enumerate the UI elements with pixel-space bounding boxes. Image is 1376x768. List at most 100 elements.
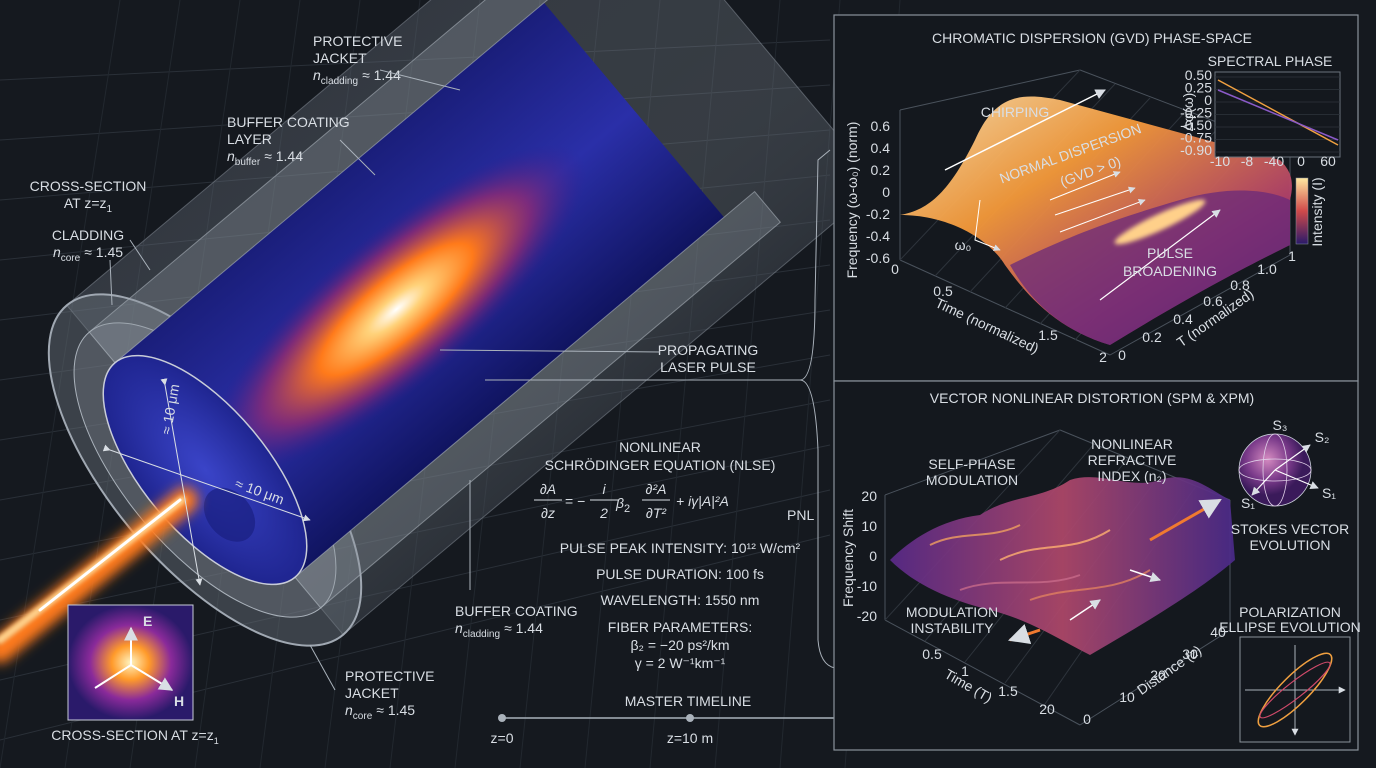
chirp-arrow [944, 89, 1106, 171]
tick-label: 20 [1150, 667, 1166, 683]
tick-label: 0.4 [1173, 311, 1193, 327]
cut-wall [88, 0, 576, 364]
inset-tick: 0 [1297, 153, 1305, 169]
dimension-line [102, 444, 311, 522]
connector [799, 149, 831, 381]
colorbar [1295, 177, 1309, 245]
pulse-ridge [1114, 199, 1206, 245]
eq-sign: = − [565, 493, 585, 509]
sphere-meridian [1262, 433, 1288, 507]
annotation: ω₀ [955, 237, 972, 253]
text-part: cladding [463, 629, 500, 640]
inset-tick: 0.50 [1185, 67, 1212, 83]
tick-label: 0.6 [871, 118, 891, 134]
field-label: E [143, 613, 152, 629]
leader-line [439, 349, 661, 353]
axis-frame [884, 429, 1061, 496]
inset-tick: -10 [1210, 153, 1230, 169]
tick-label: 10 [861, 518, 877, 534]
inset-tick: 60 [1320, 153, 1336, 169]
text-part: 1 [107, 204, 113, 215]
text-part: 2 [624, 503, 630, 515]
surface-ridge [999, 529, 1111, 561]
tick-label: 0 [1118, 347, 1126, 363]
fiber-label: CROSS-SECTION [30, 178, 147, 194]
tick-label: 0 [882, 184, 890, 200]
annotation: MODULATION [926, 472, 1018, 488]
inset-caption: CROSS-SECTION AT z=z1 [51, 727, 218, 746]
tick-label: 10 [1119, 689, 1135, 705]
nlse-title: SCHRÖDINGER EQUATION (NLSE) [545, 456, 776, 473]
phase-curve [1217, 89, 1339, 141]
fiber [47, 0, 881, 647]
text-part: ≈ 1.45 [84, 244, 123, 260]
tick-label: 1 [961, 663, 969, 679]
annotation: PULSE [1147, 245, 1193, 261]
tick-label: 2 [1099, 349, 1107, 365]
leader-line [309, 644, 336, 691]
refractive-index: ncore ≈ 1.45 [345, 702, 415, 722]
text-part: ≈ 1.44 [504, 620, 543, 636]
tick-label: 40 [1210, 624, 1226, 640]
refractive-index: nbuffer ≈ 1.44 [227, 148, 303, 168]
parameter: PULSE PEAK INTENSITY: 10¹² W/cm² [560, 540, 801, 556]
text-part: CROSS-SECTION AT z=z [51, 727, 213, 743]
parameter: PULSE DURATION: 100 fs [596, 566, 764, 582]
annotation: MODULATION [906, 604, 998, 620]
panel-title: VECTOR NONLINEAR DISTORTION (SPM & XPM) [930, 390, 1254, 406]
refractive-index: ncore ≈ 1.45 [53, 244, 123, 264]
fiber-label: PROPAGATING [658, 342, 759, 358]
fiber-label: LASER PULSE [660, 359, 756, 375]
annotation: INSTABILITY [911, 620, 995, 636]
dispersion-arrow [1054, 186, 1136, 216]
pulse [206, 144, 587, 474]
h-field-arrow [130, 664, 174, 691]
eq-den: ∂z [541, 505, 555, 521]
annotation: BROADENING [1123, 263, 1217, 279]
inset-tick: 0.25 [1185, 80, 1212, 96]
stokes-vector [1274, 444, 1311, 471]
tick-label: 0.6 [1203, 293, 1223, 309]
text-part: 1 [214, 736, 219, 746]
text-part: n [53, 244, 61, 260]
text-part: ≈ 1.45 [376, 702, 415, 718]
surface-shadow [1010, 190, 1290, 345]
nlse-title: NONLINEAR [619, 439, 701, 455]
colorbar-label: Intensity (I) [1309, 177, 1325, 246]
omega-arrow [974, 199, 1001, 251]
inset-tick: 0 [1204, 92, 1212, 108]
text-part: n [345, 702, 353, 718]
text-part: core [353, 711, 373, 722]
tick-label: 20 [1039, 701, 1055, 717]
stokes-vector [1251, 469, 1276, 496]
fiber-label: AT z=z1 [64, 195, 113, 215]
leader-line [129, 239, 151, 271]
inset-tick: -0.90 [1180, 142, 1212, 158]
inset-tick: -0.50 [1180, 117, 1212, 133]
annotation: NONLINEAR [1091, 436, 1173, 452]
broadening-arrow [1099, 209, 1221, 301]
connector [799, 379, 836, 669]
fiber-label: BUFFER COATING [455, 603, 578, 619]
polarization-ellipse [1257, 652, 1333, 728]
fiber-label: JACKET [345, 685, 399, 701]
tick-label: 0 [1083, 711, 1091, 727]
fiber-label: JACKET [313, 50, 367, 66]
axis-frame [884, 619, 1081, 726]
tick-label: 0 [891, 261, 899, 277]
stokes-caption: EVOLUTION [1250, 537, 1331, 553]
dispersion-arrow [1049, 171, 1121, 201]
timeline-title: MASTER TIMELINE [625, 693, 752, 709]
surface-ridge [959, 574, 1081, 591]
annotation: INDEX (n₂) [1097, 468, 1166, 484]
inset-tick: -40 [1264, 153, 1284, 169]
text-part: β [615, 495, 624, 511]
text-part: n [455, 620, 463, 636]
colorbar-tick: 1 [1288, 248, 1296, 264]
fiber-label: LAYER [227, 131, 272, 147]
axis-frame [1109, 254, 1291, 356]
axis-frame [899, 69, 1081, 111]
phase-curve [1217, 79, 1339, 146]
text-part: buffer [235, 157, 261, 168]
